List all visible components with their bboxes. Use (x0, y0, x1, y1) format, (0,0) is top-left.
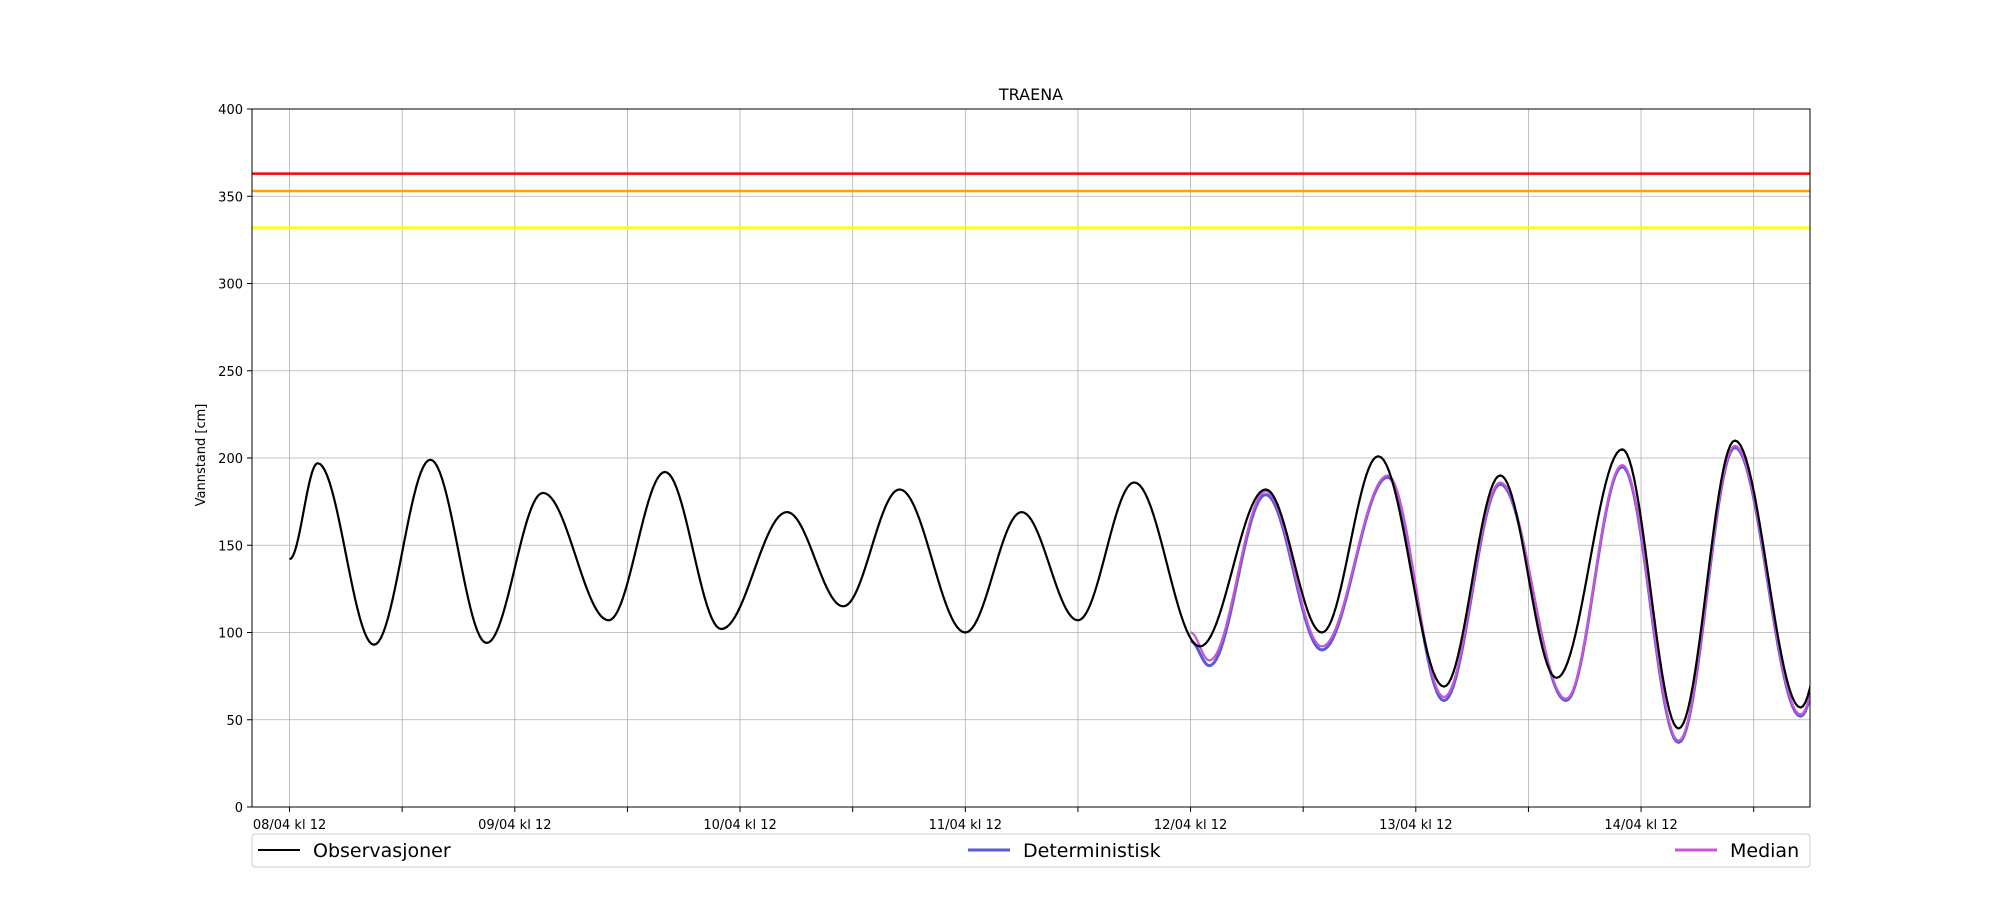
y-tick-label: 50 (226, 714, 243, 729)
legend-label-observasjoner: Observasjoner (313, 840, 451, 862)
y-tick-label: 0 (235, 801, 243, 816)
x-tick-label: 13/04 kl 12 (1379, 818, 1452, 833)
y-tick-label: 250 (218, 365, 243, 380)
x-tick-label: 09/04 kl 12 (478, 818, 551, 833)
legend: Observasjoner Deterministisk Median (251, 833, 1811, 868)
x-tick-label: 12/04 kl 12 (1154, 818, 1227, 833)
series-line-observasjoner (289, 439, 1810, 730)
x-tick-label: 14/04 kl 12 (1604, 818, 1677, 833)
x-tick-label: 10/04 kl 12 (703, 818, 776, 833)
chart-title: TRAENA (998, 85, 1063, 104)
x-tick-label: 11/04 kl 12 (929, 818, 1002, 833)
legend-box (251, 833, 1811, 868)
threshold-lines (252, 172, 1810, 229)
grid (252, 108, 1810, 808)
y-tick-label: 350 (218, 190, 243, 205)
y-tick-label: 400 (218, 103, 243, 118)
y-tick-label: 200 (218, 452, 243, 467)
y-tick-label: 100 (218, 627, 243, 642)
legend-label-deterministisk: Deterministisk (1023, 840, 1161, 862)
y-tick-label: 150 (218, 539, 243, 554)
x-tick-label: 08/04 kl 12 (253, 818, 326, 833)
axis-ticks: 0 50 100 150 200 250 300 350 400 08/04 kl 12 09/04… (218, 103, 1755, 833)
y-tick-label: 300 (218, 278, 243, 293)
y-axis-label: Vannstand [cm] (194, 404, 209, 507)
legend-label-median: Median (1730, 840, 1799, 862)
series-lines (289, 439, 1810, 744)
